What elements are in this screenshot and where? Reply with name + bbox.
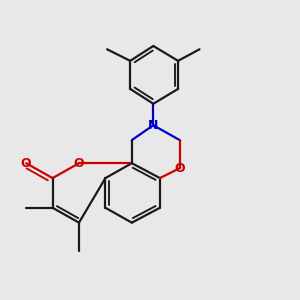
Text: O: O [74, 157, 84, 170]
Text: N: N [148, 119, 158, 132]
Text: O: O [174, 162, 185, 175]
Text: O: O [21, 157, 32, 170]
